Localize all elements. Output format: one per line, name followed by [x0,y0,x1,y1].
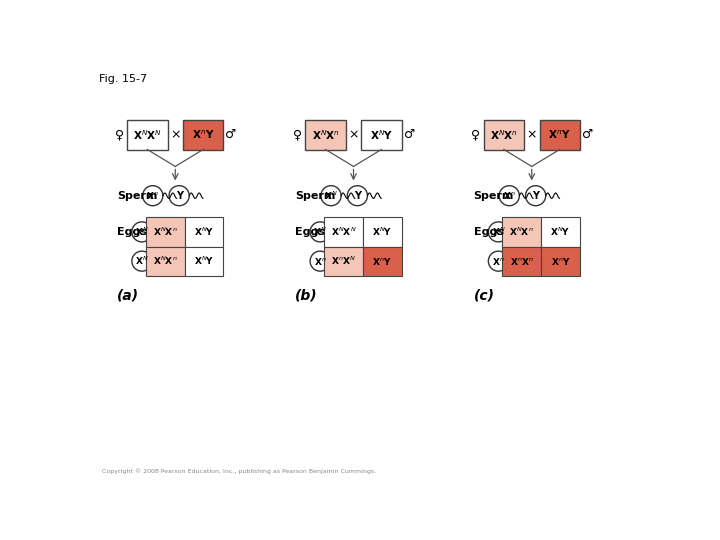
Text: ×: × [170,129,181,141]
Text: X$^{N}$X$^{n}$: X$^{N}$X$^{n}$ [509,226,534,238]
Text: Sperm: Sperm [295,191,336,201]
Bar [363,247,402,276]
Text: (b): (b) [295,288,318,302]
Text: X$^{N}$: X$^{N}$ [135,255,149,267]
Text: X$^{n}$: X$^{n}$ [503,190,516,201]
Text: X$^{n}$Y: X$^{n}$Y [551,255,570,267]
Text: X$^{N}$Y: X$^{N}$Y [194,255,214,267]
Text: X$^{N}$X$^{n}$: X$^{N}$X$^{n}$ [490,128,518,142]
Text: X$^{n}$: X$^{n}$ [146,190,159,201]
Text: X$^{n}$: X$^{n}$ [492,255,505,267]
Text: X$^{N}$X$^{n}$: X$^{N}$X$^{n}$ [153,255,178,267]
Text: ×: × [348,129,359,141]
Text: X$^{N}$X$^{n}$: X$^{N}$X$^{n}$ [312,128,340,142]
Text: Y: Y [532,191,539,201]
Bar [145,247,184,276]
Text: X$^{N}$Y: X$^{N}$Y [194,226,214,238]
Bar [305,120,346,150]
Text: Y: Y [354,191,361,201]
Bar [541,217,580,247]
Text: Fig. 15-7: Fig. 15-7 [99,74,148,84]
Text: X$^{n}$: X$^{n}$ [314,255,326,267]
Text: Eggs: Eggs [295,227,325,237]
Bar [145,217,184,247]
Bar [541,247,580,276]
Text: X$^{N}$: X$^{N}$ [313,226,327,238]
Bar [363,217,402,247]
Text: Eggs: Eggs [117,227,147,237]
Bar [184,247,223,276]
Text: X$^{n}$Y: X$^{n}$Y [192,129,215,141]
Bar [503,247,541,276]
Text: X$^{n}$Y: X$^{n}$Y [549,129,571,141]
Text: X$^{N}$: X$^{N}$ [135,226,149,238]
Text: X$^{N}$Y: X$^{N}$Y [370,128,393,142]
Bar [539,120,580,150]
Bar [184,217,223,247]
Text: X$^{N}$X$^{N}$: X$^{N}$X$^{N}$ [330,226,356,238]
Text: ×: × [526,129,537,141]
Bar [127,120,168,150]
Bar [503,217,541,247]
Text: X$^{N}$X$^{N}$: X$^{N}$X$^{N}$ [132,128,162,142]
Text: ♀: ♀ [293,129,302,141]
Text: ♂: ♂ [404,129,415,141]
Text: (a): (a) [117,288,139,302]
Bar [361,120,402,150]
Text: X$^{N}$Y: X$^{N}$Y [550,226,571,238]
Bar [324,217,363,247]
Text: ♂: ♂ [225,129,237,141]
Bar [183,120,223,150]
Text: X$^{N}$: X$^{N}$ [492,226,505,238]
Text: Copyright © 2008 Pearson Education, Inc., publishing as Pearson Benjamin Cumming: Copyright © 2008 Pearson Education, Inc.… [102,469,376,475]
Text: Eggs: Eggs [474,227,503,237]
Text: ♀: ♀ [472,129,480,141]
Bar [324,247,363,276]
Text: ♀: ♀ [115,129,124,141]
Text: X$^{n}$X$^{N}$: X$^{n}$X$^{N}$ [331,255,356,267]
Text: Sperm: Sperm [474,191,514,201]
Text: Y: Y [176,191,183,201]
Text: X$^{N}$Y: X$^{N}$Y [372,226,392,238]
Bar [484,120,524,150]
Text: X$^{N}$X$^{n}$: X$^{N}$X$^{n}$ [153,226,178,238]
Text: X$^{N}$: X$^{N}$ [324,190,338,202]
Text: X$^{n}$Y: X$^{n}$Y [372,255,392,267]
Text: Sperm: Sperm [117,191,158,201]
Text: X$^{n}$X$^{n}$: X$^{n}$X$^{n}$ [510,255,534,267]
Text: ♂: ♂ [582,129,593,141]
Text: (c): (c) [474,288,495,302]
